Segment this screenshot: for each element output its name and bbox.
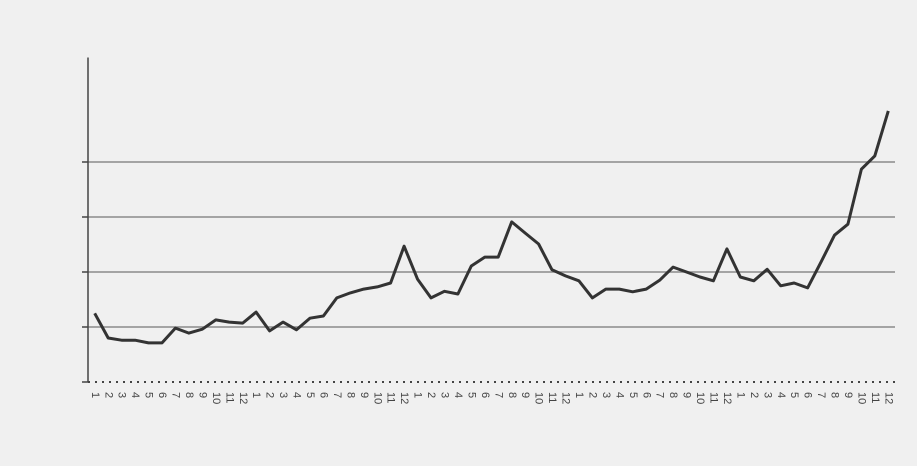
x-tick-label: 10 bbox=[210, 392, 222, 404]
x-tick-label: 1 bbox=[573, 392, 585, 398]
x-tick-label: 6 bbox=[317, 392, 329, 398]
x-tick-label: 8 bbox=[667, 392, 679, 398]
x-tick-label: 2 bbox=[748, 392, 760, 398]
x-tick-label: 12 bbox=[560, 392, 572, 404]
x-tick-label: 11 bbox=[223, 392, 235, 403]
x-tick-label: 1 bbox=[412, 392, 424, 398]
x-tick-label: 10 bbox=[694, 392, 706, 404]
x-tick-label: 2 bbox=[264, 392, 276, 398]
x-tick-label: 6 bbox=[802, 392, 814, 398]
x-tick-label: 4 bbox=[452, 392, 464, 398]
x-tick-label: 2 bbox=[102, 392, 114, 398]
x-tick-label: 7 bbox=[331, 392, 343, 398]
x-tick-label: 4 bbox=[613, 392, 625, 398]
x-tick-label: 12 bbox=[721, 392, 733, 404]
x-tick-label: 4 bbox=[775, 392, 787, 398]
x-tick-label: 11 bbox=[708, 392, 720, 403]
x-tick-label: 7 bbox=[492, 392, 504, 398]
x-tick-label: 9 bbox=[842, 392, 854, 398]
x-tick-label: 9 bbox=[519, 392, 531, 398]
x-tick-label: 5 bbox=[627, 392, 639, 398]
x-tick-label: 5 bbox=[304, 392, 316, 398]
x-tick-label: 1 bbox=[89, 392, 101, 398]
x-tick-label: 4 bbox=[129, 392, 141, 398]
x-tick-label: 11 bbox=[385, 392, 397, 403]
x-tick-label: 5 bbox=[465, 392, 477, 398]
x-tick-label: 6 bbox=[156, 392, 168, 398]
x-tick-label: 6 bbox=[640, 392, 652, 398]
x-tick-label: 9 bbox=[196, 392, 208, 398]
x-tick-label: 10 bbox=[371, 392, 383, 404]
x-tick-label: 11 bbox=[869, 392, 881, 403]
x-tick-label: 7 bbox=[654, 392, 666, 398]
x-tick-label: 5 bbox=[788, 392, 800, 398]
x-tick-label: 8 bbox=[183, 392, 195, 398]
x-tick-label: 9 bbox=[358, 392, 370, 398]
x-tick-label: 3 bbox=[761, 392, 773, 398]
x-tick-label: 12 bbox=[237, 392, 249, 404]
x-tick-label: 12 bbox=[882, 392, 894, 404]
x-tick-label: 12 bbox=[398, 392, 410, 404]
x-tick-label: 3 bbox=[116, 392, 128, 398]
x-tick-label: 10 bbox=[533, 392, 545, 404]
x-tick-label: 10 bbox=[855, 392, 867, 404]
x-tick-label: 7 bbox=[815, 392, 827, 398]
data-line bbox=[93, 110, 890, 345]
x-tick-label: 1 bbox=[734, 392, 746, 398]
x-tick-label: 3 bbox=[439, 392, 451, 398]
x-tick-label: 2 bbox=[586, 392, 598, 398]
x-tick-label: 9 bbox=[681, 392, 693, 398]
x-tick-label: 6 bbox=[479, 392, 491, 398]
x-tick-label: 4 bbox=[291, 392, 303, 398]
x-tick-label: 3 bbox=[277, 392, 289, 398]
x-tick-label: 7 bbox=[170, 392, 182, 398]
x-tick-label: 2 bbox=[425, 392, 437, 398]
x-tick-label: 3 bbox=[600, 392, 612, 398]
x-tick-label: 5 bbox=[143, 392, 155, 398]
x-tick-label: 8 bbox=[344, 392, 356, 398]
x-tick-label: 8 bbox=[506, 392, 518, 398]
x-tick-label: 1 bbox=[250, 392, 262, 398]
x-tick-label: 8 bbox=[829, 392, 841, 398]
x-tick-label: 11 bbox=[546, 392, 558, 403]
